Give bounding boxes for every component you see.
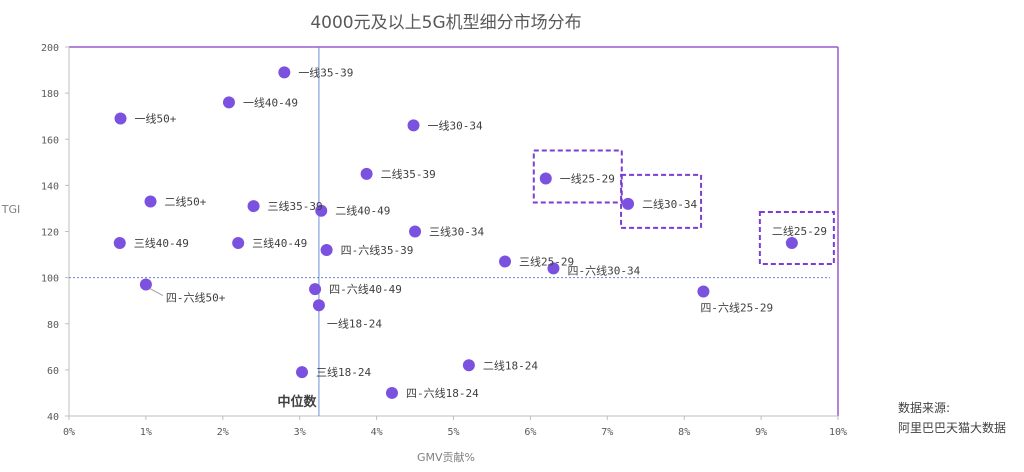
data-label: 三线30-34 — [429, 225, 484, 239]
x-tick-label: 4% — [371, 427, 383, 438]
data-point — [622, 197, 635, 210]
data-point — [785, 237, 798, 250]
data-point — [407, 119, 420, 132]
data-label: 二线40-49 — [335, 204, 390, 218]
leader-line — [149, 288, 164, 296]
data-label: 四-六线25-29 — [700, 300, 773, 314]
data-source-note: 数据来源: 阿里巴巴天猫大数据 — [898, 398, 1006, 438]
data-label: 二线35-39 — [381, 167, 436, 181]
data-label: 三线25-29 — [519, 254, 574, 268]
data-point — [309, 283, 322, 296]
y-tick-label: 160 — [41, 135, 59, 146]
data-label: 三线35-39 — [268, 199, 323, 213]
y-tick-label: 140 — [41, 181, 59, 192]
x-tick-label: 8% — [678, 427, 690, 438]
source-label: 数据来源: — [898, 401, 951, 415]
x-tick-label: 9% — [755, 427, 767, 438]
y-tick-label: 180 — [41, 89, 59, 100]
data-label: 四-六线30-34 — [567, 263, 640, 277]
y-tick-label: 120 — [41, 228, 59, 239]
data-label: 二线18-24 — [483, 358, 538, 372]
x-tick-label: 7% — [601, 427, 613, 438]
data-label: 四-六线18-24 — [406, 386, 479, 400]
data-label: 一线30-34 — [428, 118, 483, 132]
data-point — [360, 167, 373, 180]
y-tick-label: 100 — [41, 274, 59, 285]
data-label: 一线25-29 — [560, 171, 615, 185]
data-label: 二线50+ — [165, 195, 207, 209]
highlight-box — [758, 211, 835, 266]
x-tick-label: 6% — [524, 427, 536, 438]
data-point — [114, 112, 127, 125]
y-tick-label: 40 — [47, 412, 59, 423]
highlight-box — [620, 173, 703, 229]
data-label: 四-六线50+ — [166, 291, 226, 305]
data-label: 一线18-24 — [327, 316, 382, 330]
data-point — [385, 386, 398, 399]
data-label: 一线40-49 — [243, 95, 298, 109]
data-point — [315, 204, 328, 217]
x-tick-label: 3% — [294, 427, 306, 438]
data-label: 一线50+ — [135, 111, 177, 125]
x-tick-label: 0% — [63, 427, 75, 438]
data-label: 三线40-49 — [252, 236, 307, 250]
source-value: 阿里巴巴天猫大数据 — [898, 421, 1007, 435]
data-point — [278, 66, 291, 79]
x-tick-label: 1% — [140, 427, 152, 438]
data-point — [320, 243, 333, 256]
data-label: 三线40-49 — [134, 236, 189, 250]
data-label: 二线30-34 — [642, 197, 697, 211]
data-label: 四-六线40-49 — [329, 282, 402, 296]
data-point — [296, 366, 309, 379]
y-tick-label: 80 — [47, 320, 59, 331]
y-tick-label: 60 — [47, 366, 59, 377]
chart-title: 4000元及以上5G机型细分市场分布 — [310, 13, 581, 33]
data-point — [539, 172, 552, 185]
data-point — [232, 237, 245, 250]
data-point — [113, 237, 126, 250]
x-tick-label: 2% — [217, 427, 229, 438]
data-label: 四-六线35-39 — [341, 243, 414, 257]
data-point — [462, 359, 475, 372]
data-point — [139, 278, 152, 291]
data-point — [144, 195, 157, 208]
data-label: 二线25-29 — [772, 224, 827, 238]
x-tick-label: 5% — [447, 427, 459, 438]
median-label: 中位数 — [277, 394, 317, 410]
data-point — [499, 255, 512, 268]
data-point — [222, 96, 235, 109]
data-point — [409, 225, 422, 238]
data-point — [547, 262, 560, 275]
data-label: 一线35-39 — [298, 65, 353, 79]
y-axis-label: TGI — [1, 203, 21, 216]
x-axis-label: GMV贡献% — [417, 450, 475, 464]
data-label: 三线18-24 — [316, 365, 371, 379]
y-tick-label: 200 — [41, 43, 59, 54]
data-point — [247, 200, 260, 213]
data-point — [697, 285, 710, 298]
data-point — [312, 299, 325, 312]
x-tick-label: 10% — [829, 427, 847, 438]
